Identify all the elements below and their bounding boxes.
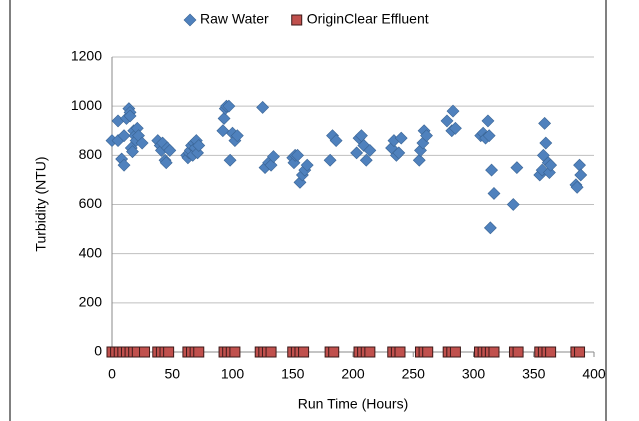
y-tick-label: 0 <box>94 343 102 359</box>
y-tick-label: 600 <box>79 195 103 211</box>
x-tick-label: 150 <box>281 366 305 382</box>
data-point <box>482 129 496 143</box>
data-point <box>485 163 498 177</box>
data-point <box>229 346 241 358</box>
data-point <box>483 221 497 235</box>
data-point <box>449 121 462 135</box>
legend-marker <box>291 14 303 26</box>
data-point <box>159 156 173 170</box>
data-point <box>574 168 588 182</box>
data-point <box>488 346 500 358</box>
y-tick-label: 800 <box>79 146 103 162</box>
data-point <box>394 346 406 358</box>
y-tick-label: 1000 <box>71 97 102 113</box>
y-axis-title: Turbidity (NTU) <box>33 156 49 251</box>
data-point <box>163 346 175 358</box>
data-point <box>300 158 314 172</box>
data-point <box>394 131 408 145</box>
data-point <box>392 146 406 160</box>
data-point <box>440 114 454 128</box>
x-tick-label: 400 <box>582 366 606 382</box>
data-point <box>446 104 460 118</box>
data-point <box>420 129 433 143</box>
data-point <box>217 112 231 125</box>
data-point <box>117 129 131 143</box>
data-point <box>570 180 584 194</box>
data-point <box>506 198 520 211</box>
data-point <box>139 346 151 358</box>
legend-marker <box>183 13 197 27</box>
data-point <box>267 150 280 163</box>
legend-label: OriginClear Effluent <box>307 11 429 27</box>
data-point <box>510 161 524 175</box>
data-point <box>364 346 376 358</box>
y-tick-label: 400 <box>79 244 103 260</box>
data-point <box>539 136 553 150</box>
x-tick-label: 350 <box>522 366 546 382</box>
data-point <box>256 100 270 114</box>
data-point <box>216 124 230 138</box>
data-point <box>359 153 373 167</box>
data-point <box>544 158 558 172</box>
y-tick-label: 1200 <box>71 48 102 64</box>
data-point <box>328 346 340 358</box>
x-tick-label: 200 <box>341 366 365 382</box>
data-point <box>412 153 426 167</box>
data-point <box>487 187 501 200</box>
data-point <box>230 129 244 143</box>
data-point <box>123 109 137 123</box>
data-point <box>265 346 277 358</box>
x-tick-label: 100 <box>221 366 245 382</box>
data-point <box>163 143 177 157</box>
data-point <box>449 346 461 358</box>
data-point <box>323 153 337 167</box>
data-point <box>350 146 364 160</box>
x-tick-label: 250 <box>402 366 426 382</box>
data-point <box>512 346 524 358</box>
data-point <box>223 153 237 167</box>
x-tick-label: 300 <box>462 366 486 382</box>
data-point <box>329 134 343 148</box>
data-point <box>126 145 139 159</box>
legend-label: Raw Water <box>200 11 269 27</box>
data-point <box>574 346 586 358</box>
y-tick-label: 200 <box>79 294 103 310</box>
data-point <box>298 346 310 358</box>
data-point <box>192 139 206 152</box>
x-tick-label: 0 <box>108 366 116 382</box>
x-tick-label: 50 <box>164 366 180 382</box>
x-axis-title: Run Time (Hours) <box>298 396 408 412</box>
data-point <box>193 346 205 358</box>
data-point <box>291 148 304 162</box>
data-point <box>117 158 131 172</box>
data-point <box>538 116 552 130</box>
data-point <box>135 136 149 150</box>
data-point <box>481 114 495 128</box>
data-point <box>222 99 236 113</box>
data-point <box>545 346 557 358</box>
data-point <box>422 346 434 358</box>
data-point <box>363 143 377 157</box>
